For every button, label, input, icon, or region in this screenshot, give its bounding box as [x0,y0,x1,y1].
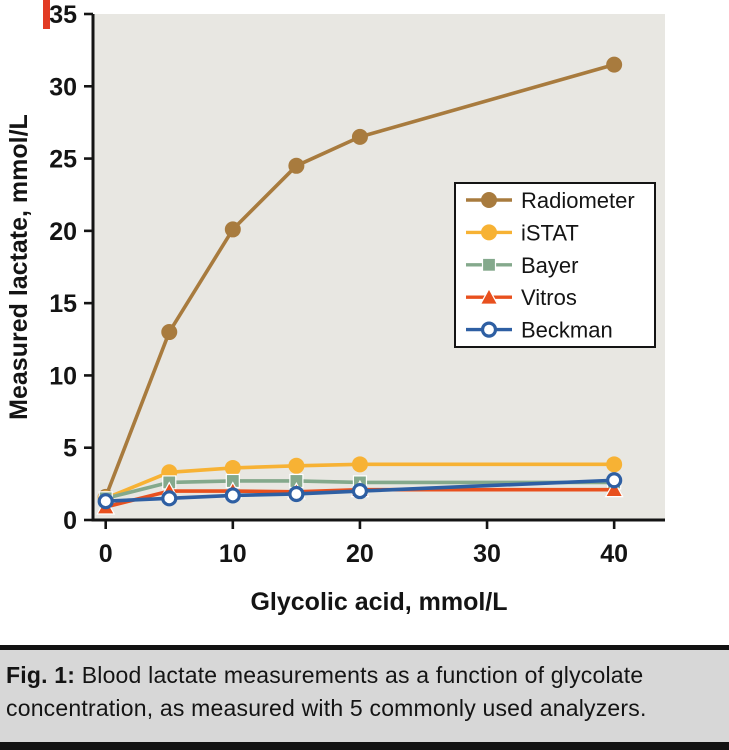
marker-radiometer [481,192,497,208]
legend-label-radiometer: Radiometer [521,188,635,213]
y-axis-label: Measured lactate, mmol/L [5,114,33,420]
legend-label-istat: iSTAT [521,220,579,245]
marker-istat [351,456,368,473]
x-tick-label: 20 [346,540,374,568]
marker-beckman [224,487,241,504]
figure-caption: Fig. 1: Blood lactate measurements as a … [0,645,729,750]
x-tick-label: 10 [219,540,247,568]
series-line-radiometer [103,62,616,499]
legend-label-bayer: Bayer [521,253,578,278]
marker-istat [224,459,241,476]
x-tick-label: 0 [99,540,113,568]
marker-beckman [161,490,178,507]
y-tick-label: 10 [49,362,77,390]
y-tick-label: 25 [49,146,77,174]
legend-label-vitros: Vitros [521,285,577,310]
marker-beckman [606,472,623,489]
series-line-beckman [103,478,616,504]
x-tick-label: 40 [600,540,628,568]
y-tick-label: 35 [49,1,77,29]
marker-radiometer [606,56,623,73]
marker-radiometer [161,324,178,341]
y-tick-label: 30 [49,73,77,101]
caption-text: Blood lactate measurements as a function… [6,662,647,721]
lactate-chart-svg: 0 5 10 15 20 25 30 35 0 10 20 30 40 Glycolic acid, mm… [5,1,665,616]
marker-istat [481,224,497,241]
y-tick-label: 20 [49,218,77,246]
marker-beckman [288,485,305,503]
marker-beckman [480,321,498,338]
marker-bayer [481,257,497,272]
marker-istat [288,457,305,474]
y-tick-label: 0 [63,507,77,535]
marker-radiometer [224,221,241,238]
x-axis-label: Glycolic acid, mmol/L [250,588,507,616]
marker-beckman [97,493,114,510]
marker-vitros [479,287,499,305]
y-tick-label: 5 [63,435,77,463]
y-tick-label: 15 [49,290,77,318]
legend-label-beckman: Beckman [521,318,613,343]
series-line-istat [103,462,616,501]
marker-radiometer [351,128,368,145]
marker-radiometer [288,157,305,174]
red-edge-mark [43,0,50,29]
marker-beckman [351,482,369,500]
x-tick-label: 30 [473,540,501,568]
marker-istat [606,456,623,473]
caption-label: Fig. 1: [6,662,76,688]
marker-vitros [604,479,624,498]
series-line-bayer [103,479,616,501]
